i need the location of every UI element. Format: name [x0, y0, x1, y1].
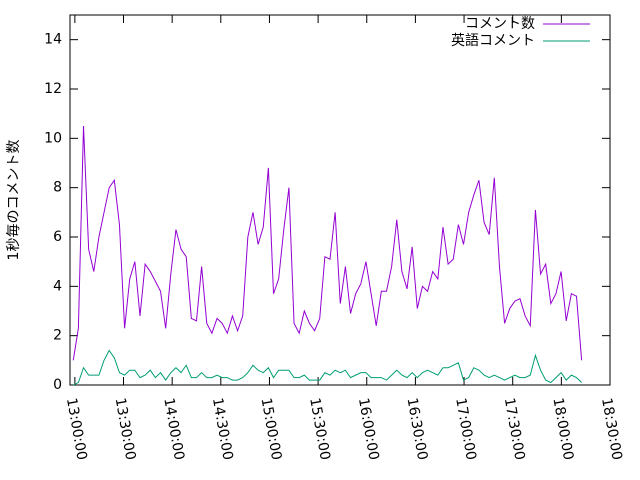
y-tick-label: 14	[44, 32, 62, 48]
x-tick-label: 18:30:00	[598, 397, 625, 462]
y-tick-label: 10	[44, 130, 62, 146]
x-tick-label: 14:30:00	[209, 397, 236, 462]
x-tick-label: 17:00:00	[452, 397, 479, 462]
x-tick-label: 16:00:00	[355, 397, 382, 462]
x-tick-label: 15:00:00	[258, 397, 285, 462]
x-tick-label: 16:30:00	[404, 397, 431, 462]
x-tick-label: 13:30:00	[112, 397, 139, 462]
y-tick-label: 2	[53, 328, 62, 344]
legend-label: コメント数	[465, 16, 535, 32]
y-tick-label: 0	[53, 377, 62, 393]
x-tick-label: 14:00:00	[160, 397, 187, 462]
y-axis-label: 1秒毎のコメント数	[6, 140, 22, 261]
series-line	[73, 349, 582, 386]
y-tick-label: 8	[53, 180, 62, 196]
y-tick-label: 12	[44, 81, 62, 97]
y-tick-label: 6	[53, 229, 62, 245]
x-tick-label: 17:30:00	[501, 397, 528, 462]
series-line	[72, 125, 583, 361]
x-tick-label: 13:00:00	[63, 397, 90, 462]
plot-border	[69, 14, 611, 386]
y-tick-label: 4	[53, 278, 62, 294]
x-tick-label: 18:00:00	[549, 397, 576, 462]
x-tick-label: 15:30:00	[306, 397, 333, 462]
legend-label: 英語コメント	[451, 32, 535, 49]
